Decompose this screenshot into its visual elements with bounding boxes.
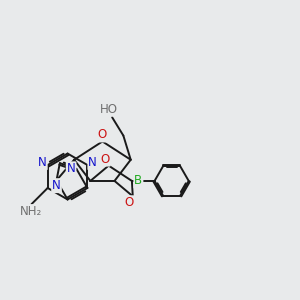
Text: N: N <box>52 179 61 192</box>
Text: O: O <box>124 196 134 209</box>
Text: O: O <box>100 153 110 166</box>
Text: HO: HO <box>100 103 118 116</box>
Text: B: B <box>134 174 142 188</box>
Text: N: N <box>88 156 97 169</box>
Text: N: N <box>67 162 76 176</box>
Text: NH₂: NH₂ <box>20 205 42 218</box>
Text: N: N <box>38 156 47 169</box>
Text: O: O <box>98 128 107 142</box>
